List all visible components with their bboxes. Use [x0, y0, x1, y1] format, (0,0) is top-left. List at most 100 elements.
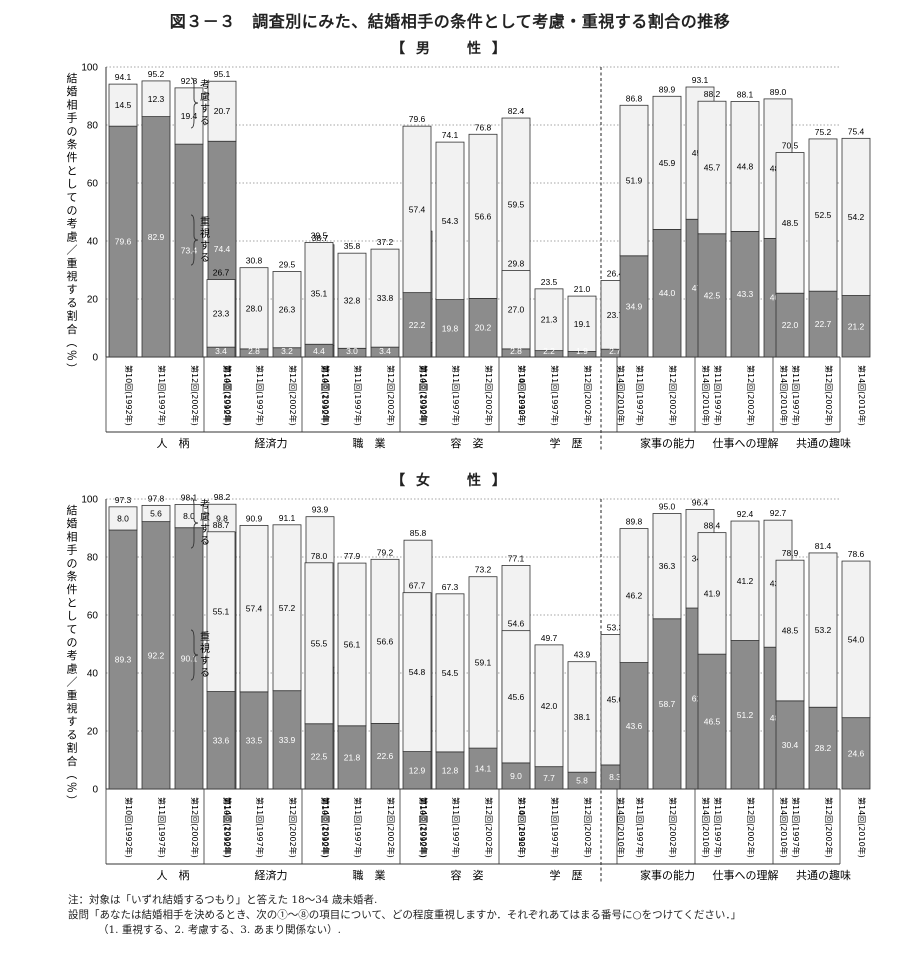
survey-label: 第11回(1997年)	[451, 365, 461, 426]
bar-emphasize-segment	[272, 690, 302, 790]
survey-label: 第10回(1992年)	[124, 365, 134, 426]
bar-emphasize-segment	[501, 762, 531, 790]
bar-consider-segment	[775, 559, 805, 702]
bar-consider-segment	[808, 552, 838, 708]
emphasize-label: 30.4	[782, 740, 799, 750]
survey-label: 第12回(2002年)	[386, 365, 396, 426]
consider-label: 23.3	[213, 308, 230, 318]
bar-consider-segment	[435, 141, 465, 300]
bar-consider-segment	[567, 295, 597, 352]
consider-label: 27.0	[508, 305, 525, 315]
group-label: 職 業	[353, 869, 386, 882]
group-label: 仕事への理解	[713, 868, 779, 882]
bar-consider-segment	[272, 524, 302, 692]
note-target: 注：対象は「いずれ結婚するつもり」と答えた 18～34 歳未婚者.	[68, 894, 378, 906]
group-label: 経済力	[255, 868, 288, 882]
emphasize-label: 14.1	[475, 764, 492, 774]
consider-label: 32.8	[344, 296, 361, 306]
y-axis-label-char: 慮	[67, 661, 78, 675]
survey-label: 第12回(2002年)	[190, 797, 200, 858]
consider-label: 54.3	[442, 216, 459, 226]
total-label: 91.1	[279, 513, 296, 523]
group-label: 人 柄	[157, 869, 190, 882]
group-label: 共通の趣味	[796, 436, 851, 450]
y-tick-label: 40	[87, 669, 99, 680]
emphasize-label: 42.5	[704, 290, 721, 300]
y-axis-label-char: の	[67, 557, 78, 570]
bar-consider-segment	[337, 562, 367, 727]
group-label: 容 姿	[451, 436, 484, 450]
bar-consider-segment	[730, 520, 760, 641]
survey-label: 第14回(2010年)	[223, 365, 233, 426]
consider-label: 38.1	[574, 712, 591, 722]
emphasize-label: 74.4	[214, 244, 231, 254]
emphasize-label: 51.2	[737, 710, 754, 720]
total-label: 30.8	[246, 256, 263, 266]
y-axis-label-char: し	[67, 178, 78, 191]
bar-emphasize-segment	[808, 290, 838, 358]
consider-label: 54.5	[442, 668, 459, 678]
total-label: 76.8	[475, 122, 492, 132]
emphasize-label: 43.6	[626, 721, 643, 731]
y-tick-label: 0	[92, 785, 98, 796]
consider-label: 45.9	[659, 158, 676, 168]
consider-label: 55.1	[213, 607, 230, 617]
total-label: 79.2	[377, 547, 394, 557]
consider-label: 48.5	[782, 626, 799, 636]
y-axis-label-char: 重	[67, 256, 78, 270]
emphasize-label: 19.8	[442, 323, 459, 333]
y-axis-label-char: す	[67, 715, 78, 728]
y-axis-label-char: 相	[67, 98, 78, 111]
bar-emphasize-segment	[304, 723, 334, 790]
y-axis-label-char: ％	[65, 782, 78, 793]
total-label: 43.9	[574, 650, 591, 660]
total-label: 38.7	[312, 233, 329, 243]
total-label: 70.5	[782, 141, 799, 151]
total-label: 88.7	[213, 520, 230, 530]
total-label: 98.1	[181, 493, 198, 503]
consider-label: 53.2	[815, 625, 832, 635]
bar-consider-segment	[304, 242, 334, 345]
y-tick-label: 80	[87, 553, 99, 564]
survey-label: 第11回(1997年)	[550, 797, 560, 858]
consider-label: 45.0	[607, 695, 624, 705]
total-label: 29.8	[508, 259, 525, 269]
annotation-consider-char: る	[200, 115, 210, 127]
consider-label: 19.1	[574, 319, 591, 329]
bar-consider-segment	[468, 133, 498, 299]
survey-label: 第14回(2010年)	[701, 797, 711, 858]
emphasize-label: 22.7	[815, 319, 832, 329]
survey-label: 第12回(2002年)	[824, 365, 834, 426]
group-label: 職 業	[353, 437, 386, 450]
emphasize-brace	[190, 214, 199, 266]
consider-label: 59.1	[475, 657, 492, 667]
y-axis-label-char: る	[67, 296, 78, 309]
emphasize-label: 2.8	[248, 346, 260, 356]
survey-label: 第14回(2010年)	[419, 797, 429, 858]
survey-label: 第14回(2010年)	[517, 797, 527, 858]
total-label: 95.1	[214, 69, 231, 79]
emphasize-label: 3.0	[346, 346, 358, 356]
y-axis-label-char: 合	[67, 322, 78, 336]
bar-emphasize-segment	[108, 529, 138, 790]
total-label: 86.8	[626, 93, 643, 103]
total-label: 85.8	[410, 528, 427, 538]
y-tick-label: 20	[87, 295, 99, 306]
survey-label: 第11回(1997年)	[713, 797, 723, 858]
consider-label: 54.8	[409, 667, 426, 677]
survey-label: 第11回(1997年)	[791, 365, 801, 426]
emphasize-label: 8.3	[609, 772, 621, 782]
survey-label: 第14回(2010年)	[616, 365, 626, 426]
group-label: 仕事への理解	[713, 436, 779, 450]
consider-label: 57.4	[246, 604, 263, 614]
y-tick-label: 0	[92, 353, 98, 364]
bar-consider-segment	[468, 576, 498, 749]
emphasize-label: 12.9	[409, 765, 426, 775]
annotation-emphasize-char: 視	[200, 227, 210, 240]
annotation-emphasize-char: る	[200, 252, 210, 264]
consider-label: 46.2	[626, 591, 643, 601]
total-label: 74.1	[442, 130, 459, 140]
emphasize-label: 2.2	[543, 346, 555, 356]
survey-label: 第10回(1992年)	[418, 365, 428, 426]
